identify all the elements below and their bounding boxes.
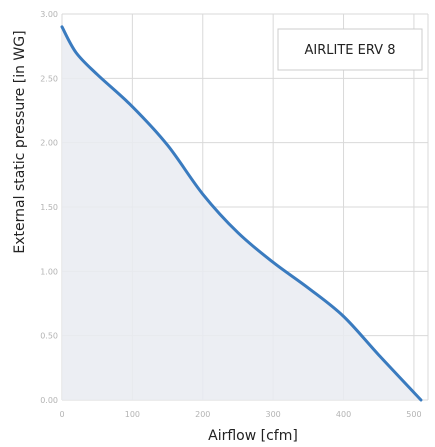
x-tick-label: 0 bbox=[59, 410, 64, 419]
legend: AIRLITE ERV 8 bbox=[277, 28, 423, 71]
y-axis-ticks: 0.00 0.50 1.00 1.50 2.00 2.50 3.00 bbox=[40, 10, 58, 405]
legend-entry: AIRLITE ERV 8 bbox=[305, 43, 396, 58]
x-tick-label: 300 bbox=[266, 410, 281, 419]
x-tick-label: 500 bbox=[406, 410, 421, 419]
legend-box bbox=[277, 28, 423, 71]
y-tick-label: 1.00 bbox=[40, 267, 58, 276]
y-tick-label: 3.00 bbox=[40, 10, 58, 19]
x-axis-ticks: 0 100 200 300 400 500 bbox=[59, 410, 421, 419]
x-tick-label: 200 bbox=[195, 410, 210, 419]
y-tick-label: 0.50 bbox=[40, 332, 58, 341]
y-tick-label: 0.00 bbox=[40, 396, 58, 405]
series-line bbox=[60, 25, 423, 402]
x-tick-label: 100 bbox=[125, 410, 140, 419]
y-axis-label: External static pressure [in WG] bbox=[12, 30, 28, 253]
x-axis-label: Airflow [cfm] bbox=[208, 428, 298, 444]
y-tick-label: 2.50 bbox=[40, 74, 58, 83]
y-tick-label: 2.00 bbox=[40, 139, 58, 148]
y-tick-label: 1.50 bbox=[40, 203, 58, 212]
x-tick-label: 400 bbox=[336, 410, 351, 419]
